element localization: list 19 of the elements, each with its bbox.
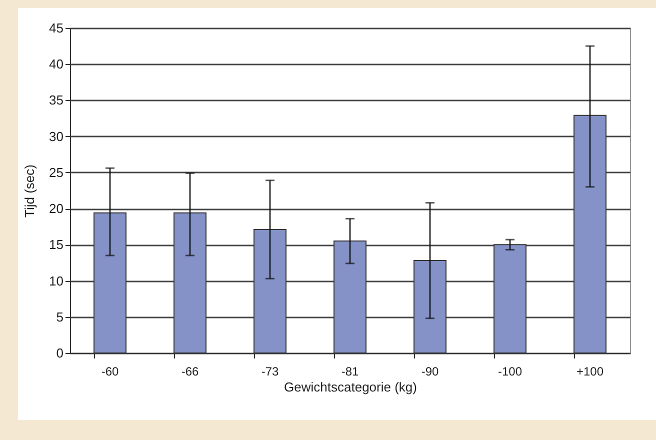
x-tick-label: -73 [261,364,279,378]
x-tick-label: -90 [421,364,439,378]
x-axis-title: Gewichtscategorie (kg) [284,380,417,394]
y-tick-label: 10 [49,273,64,288]
y-tick-label: 5 [56,309,64,324]
y-tick-label: 35 [49,92,64,108]
y-tick-label: 45 [49,20,64,36]
x-tick-label: -60 [101,364,119,378]
y-tick-label: 20 [49,201,64,216]
x-tick-label: -100 [498,364,522,378]
y-tick-label: 40 [49,56,64,72]
x-tick-label: -81 [341,364,359,378]
y-tick-label: 0 [56,346,64,360]
y-tick-label: 25 [49,164,64,180]
y-tick-label: 30 [49,128,64,144]
x-tick-label: +100 [576,364,604,378]
x-tick-label: -66 [181,364,199,378]
y-tick-label: 15 [49,237,64,252]
y-axis-title: Tijd (sec) [22,164,38,218]
